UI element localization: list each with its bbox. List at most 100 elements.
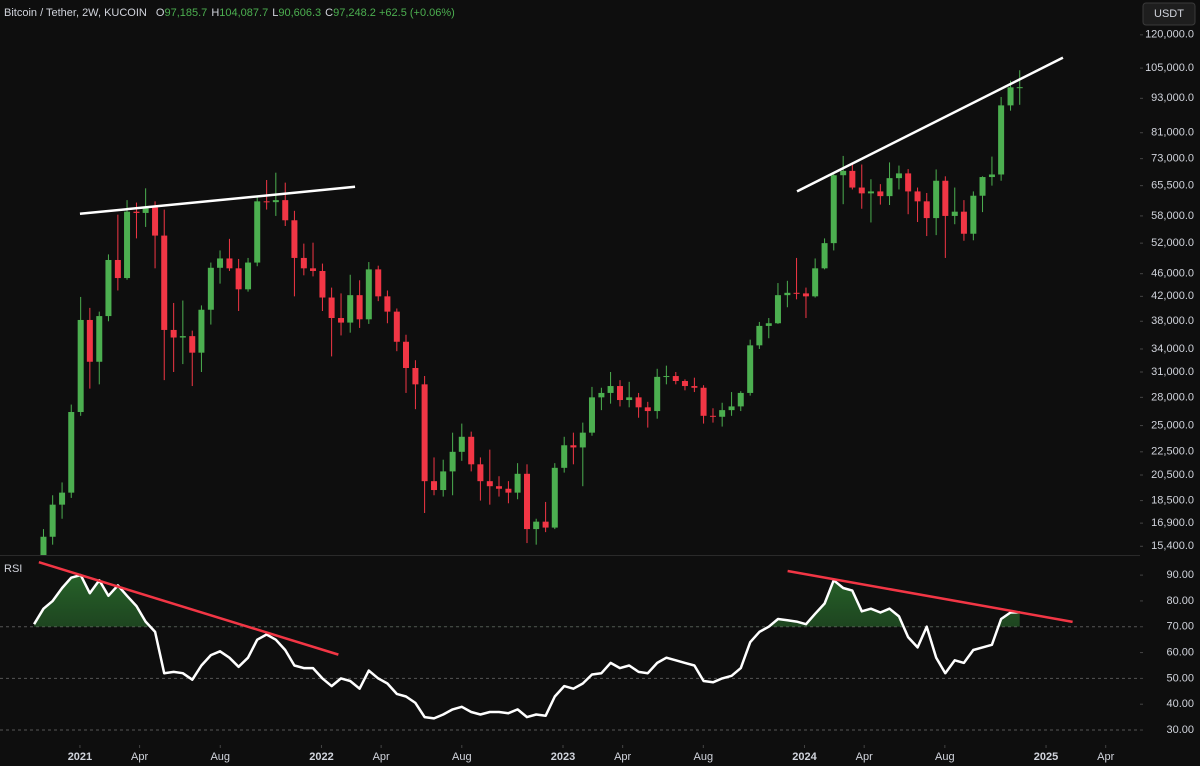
y-tick-label: 28,000.0 <box>1151 391 1194 403</box>
y-tick-label: 46,000.0 <box>1151 268 1194 280</box>
currency-button-label[interactable]: USDT <box>1154 8 1184 20</box>
candle-body <box>263 201 270 203</box>
candle-body <box>40 536 47 555</box>
y-tick-label: 18,500.0 <box>1151 494 1194 506</box>
x-tick-label: 2025 <box>1034 751 1058 763</box>
candle-body <box>942 180 949 216</box>
rsi-trendline <box>787 569 1073 624</box>
candle-body <box>458 436 465 452</box>
y-tick-label: 93,000.0 <box>1151 92 1194 104</box>
x-tick-label: Aug <box>452 751 472 763</box>
rsi-overbought-fill <box>34 575 1020 627</box>
change: +62.5 (+0.06%) <box>379 7 455 19</box>
candle-body <box>654 376 661 412</box>
candle-body <box>291 220 298 258</box>
candle-body <box>960 211 967 234</box>
candle-body <box>449 451 456 472</box>
rsi-y-tick-label: 40.00 <box>1166 698 1194 710</box>
price-pane <box>40 56 1064 555</box>
y-tick-label: 15,400.0 <box>1151 540 1194 552</box>
y-tick-label: 58,000.0 <box>1151 210 1194 222</box>
candle-body <box>338 318 345 323</box>
x-tick-label: Apr <box>856 751 873 763</box>
candle-body <box>598 392 605 398</box>
y-tick-label: 38,000.0 <box>1151 315 1194 327</box>
x-tick-label: Apr <box>131 751 148 763</box>
candle-body <box>886 178 893 197</box>
candle-body <box>300 257 307 269</box>
candle-body <box>691 386 698 388</box>
candle-body <box>124 211 131 279</box>
candle-body <box>793 292 800 294</box>
candle-body <box>784 292 791 296</box>
currency-button[interactable] <box>1142 2 1196 26</box>
candle-body <box>152 207 159 236</box>
candle-body <box>644 407 651 412</box>
candle-body <box>254 201 261 263</box>
candle-body <box>431 481 438 491</box>
rsi-y-tick-label: 90.00 <box>1166 569 1194 581</box>
candle-body <box>189 336 196 353</box>
candle-body <box>551 467 558 528</box>
x-tick-label: 2022 <box>309 751 333 763</box>
legend-value: 104,087.7 <box>219 7 268 19</box>
candle-body <box>96 316 103 362</box>
candle-body <box>328 297 335 319</box>
candle-body <box>672 376 679 381</box>
candle-body <box>226 258 233 269</box>
y-tick-label: 65,500.0 <box>1151 180 1194 192</box>
rsi-y-tick-label: 30.00 <box>1166 724 1194 736</box>
trendline <box>79 185 356 216</box>
y-tick-label: 22,500.0 <box>1151 446 1194 458</box>
candle-body <box>914 191 921 202</box>
candle-body <box>979 177 986 196</box>
candle-body <box>830 175 837 244</box>
y-tick-label: 120,000.0 <box>1145 29 1194 41</box>
candle-body <box>719 410 726 417</box>
candle-body <box>923 201 930 219</box>
x-tick-label: Aug <box>694 751 714 763</box>
candle-body <box>403 341 410 369</box>
candle-body <box>700 387 707 416</box>
symbol-legend: Bitcoin / Tether, 2W, KUCOIN O97,185.7 H1… <box>4 7 455 19</box>
rsi-pane <box>0 561 1140 731</box>
candle-body <box>207 267 214 310</box>
candle-body <box>161 235 168 330</box>
candle-body <box>663 376 670 378</box>
x-tick-label: Aug <box>935 751 955 763</box>
candle-body <box>970 195 977 234</box>
candle-body <box>514 473 521 493</box>
y-tick-label: 34,000.0 <box>1151 343 1194 355</box>
candle-body <box>747 345 754 393</box>
candle-body <box>49 504 56 537</box>
candle-body <box>756 325 763 346</box>
y-tick-label: 73,000.0 <box>1151 153 1194 165</box>
legend-key: C <box>325 7 333 19</box>
y-tick-label: 81,000.0 <box>1151 127 1194 139</box>
candle-body <box>570 445 577 448</box>
candle-body <box>933 180 940 219</box>
y-tick-label: 105,000.0 <box>1145 62 1194 74</box>
candle-body <box>272 200 279 203</box>
candle-body <box>393 311 400 342</box>
x-tick-label: Apr <box>373 751 390 763</box>
x-tick-label: Apr <box>1097 751 1114 763</box>
candle-body <box>905 173 912 192</box>
candle-body <box>133 211 140 213</box>
candle-body <box>840 170 847 176</box>
candle-body <box>412 368 419 385</box>
rsi-line <box>33 573 1020 720</box>
candle-body <box>774 295 781 324</box>
candle-body <box>998 105 1005 175</box>
candle-body <box>198 309 205 353</box>
candle-body <box>477 464 484 482</box>
legend-value: 97,248.2 <box>333 7 376 19</box>
x-tick-label: 2021 <box>68 751 92 763</box>
legend-key: O <box>156 7 165 19</box>
axes: 120,000.0 105,000.0 93,000.0 81,000.0 73,000… <box>68 29 1194 763</box>
candle-body <box>421 384 428 482</box>
candle-body <box>468 436 475 465</box>
rsi-title: RSI <box>4 563 22 575</box>
candle-body <box>179 336 186 338</box>
